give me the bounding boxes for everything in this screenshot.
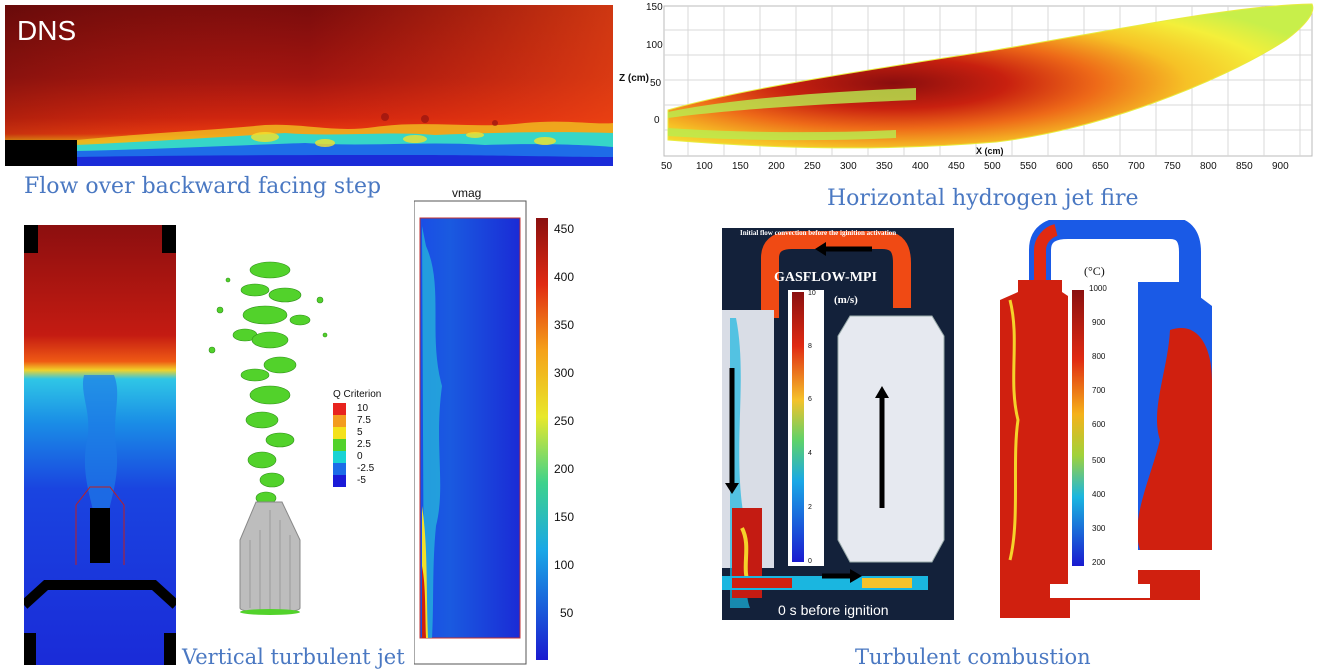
temp-unit: (°C) — [1084, 264, 1105, 278]
qcriterion-legend-label: 2.5 — [357, 439, 371, 450]
gasflow-velocity-tick: 10 — [808, 290, 816, 297]
h2jet-xtick: 550 — [1020, 161, 1037, 172]
h2jet-xtick: 200 — [768, 161, 785, 172]
gasflow-code-name: GASFLOW-MPI — [774, 270, 877, 285]
combustion-caption: Turbulent combustion — [855, 645, 1091, 669]
h2jet-caption: Horizontal hydrogen jet fire — [827, 186, 1139, 211]
step-dns-label: DNS — [17, 15, 77, 46]
vmag-tick: 450 — [554, 222, 575, 236]
h2jet-panel: Z (cm) 150 100 50 0 X (cm) 50 100 150 20… — [616, 0, 1318, 180]
h2jet-xtick: 50 — [661, 161, 673, 172]
h2jet-xtick: 350 — [876, 161, 893, 172]
qcriterion-swatch — [333, 403, 346, 415]
qcriterion-legend-label: -2.5 — [357, 463, 375, 474]
h2jet-xtick: 400 — [912, 161, 929, 172]
h2jet-xtick: 600 — [1056, 161, 1073, 172]
h2jet-xtick: 750 — [1164, 161, 1181, 172]
vmag-panel: vmag 450 400 350 300 250 — [414, 186, 574, 666]
step-contour — [5, 5, 613, 166]
gasflow-velocity-tick: 4 — [808, 450, 812, 457]
h2jet-xtick: 800 — [1200, 161, 1217, 172]
qcriterion-swatch — [333, 415, 346, 427]
h2jet-ztick-150: 150 — [646, 2, 663, 13]
h2jet-ztick-0: 0 — [654, 115, 660, 126]
step-panel: DNS — [5, 5, 613, 166]
vmag-title: vmag — [452, 186, 482, 200]
vertical-jet-caption: Vertical turbulent jet — [182, 645, 405, 669]
h2jet-xtick: 300 — [840, 161, 857, 172]
qcriterion-legend-label: 7.5 — [357, 415, 371, 426]
qcriterion-legend-label: 0 — [357, 451, 363, 462]
gasflow-velocity-tick: 8 — [808, 343, 812, 350]
temp-tick: 800 — [1092, 352, 1106, 361]
temp-tick: 900 — [1092, 318, 1106, 327]
temp-tick: 600 — [1092, 420, 1106, 429]
temp-tick: 700 — [1092, 386, 1106, 395]
vessel-contour — [24, 225, 176, 665]
qcriterion-legend-label: 5 — [357, 427, 363, 438]
h2jet-plot — [663, 3, 1314, 157]
vmag-tick: 250 — [554, 414, 575, 428]
qcriterion-swatch — [333, 439, 346, 451]
gasflow-time-label: 0 s before ignition — [778, 602, 889, 618]
qcriterion-legend-label: -5 — [357, 475, 366, 486]
h2jet-xtick: 150 — [732, 161, 749, 172]
qcriterion-swatch — [333, 451, 346, 463]
h2jet-ztick-50: 50 — [650, 78, 662, 89]
qcriterion-legend-label: 10 — [357, 403, 369, 414]
qcriterion-swatch — [333, 427, 346, 439]
h2jet-xtick: 250 — [804, 161, 821, 172]
vmag-tick: 400 — [554, 270, 575, 284]
vmag-tick: 200 — [554, 462, 575, 476]
qcriterion-swatch — [333, 475, 346, 487]
temperature-panel: (°C) 1000 900 800 700 600 500 400 300 20… — [1000, 220, 1238, 620]
vmag-tick: 350 — [554, 318, 575, 332]
qcriterion-swatch — [333, 463, 346, 475]
gasflow-title: Initial flow convection before the igini… — [740, 229, 897, 237]
temp-tick: 300 — [1092, 524, 1106, 533]
qcriterion-isosurface — [200, 240, 335, 620]
h2jet-xtick: 650 — [1092, 161, 1109, 172]
h2jet-xtick: 900 — [1272, 161, 1289, 172]
gasflow-velocity-tick: 6 — [808, 396, 812, 403]
h2jet-xtick: 500 — [984, 161, 1001, 172]
h2jet-ztick-100: 100 — [646, 40, 663, 51]
temp-tick: 400 — [1092, 490, 1106, 499]
step-caption: Flow over backward facing step — [24, 174, 382, 199]
gasflow-velocity-unit: (m/s) — [834, 294, 858, 306]
h2jet-zlabel: Z (cm) — [619, 73, 649, 84]
h2jet-xtick: 100 — [696, 161, 713, 172]
h2jet-xtick: 700 — [1128, 161, 1145, 172]
vmag-tick: 100 — [554, 558, 575, 572]
vmag-tick: 300 — [554, 366, 575, 380]
temp-tick: 1000 — [1089, 284, 1107, 293]
gasflow-velocity-tick: 0 — [808, 558, 812, 565]
gasflow-velocity-tick: 2 — [808, 504, 812, 511]
h2jet-xtick: 450 — [948, 161, 965, 172]
vmag-tick: 50 — [560, 606, 574, 620]
qcriterion-legend-title: Q Criterion — [333, 389, 382, 400]
gasflow-panel: Initial flow convection before the igini… — [722, 228, 954, 620]
temp-tick: 500 — [1092, 456, 1106, 465]
qcriterion-legend: Q Criterion 10 7.5 5 2.5 0 -2.5 -5 — [333, 389, 403, 504]
h2jet-xlabel: X (cm) — [976, 146, 1004, 156]
vmag-tick: 150 — [554, 510, 575, 524]
temp-tick: 200 — [1092, 558, 1106, 567]
h2jet-xtick: 850 — [1236, 161, 1253, 172]
